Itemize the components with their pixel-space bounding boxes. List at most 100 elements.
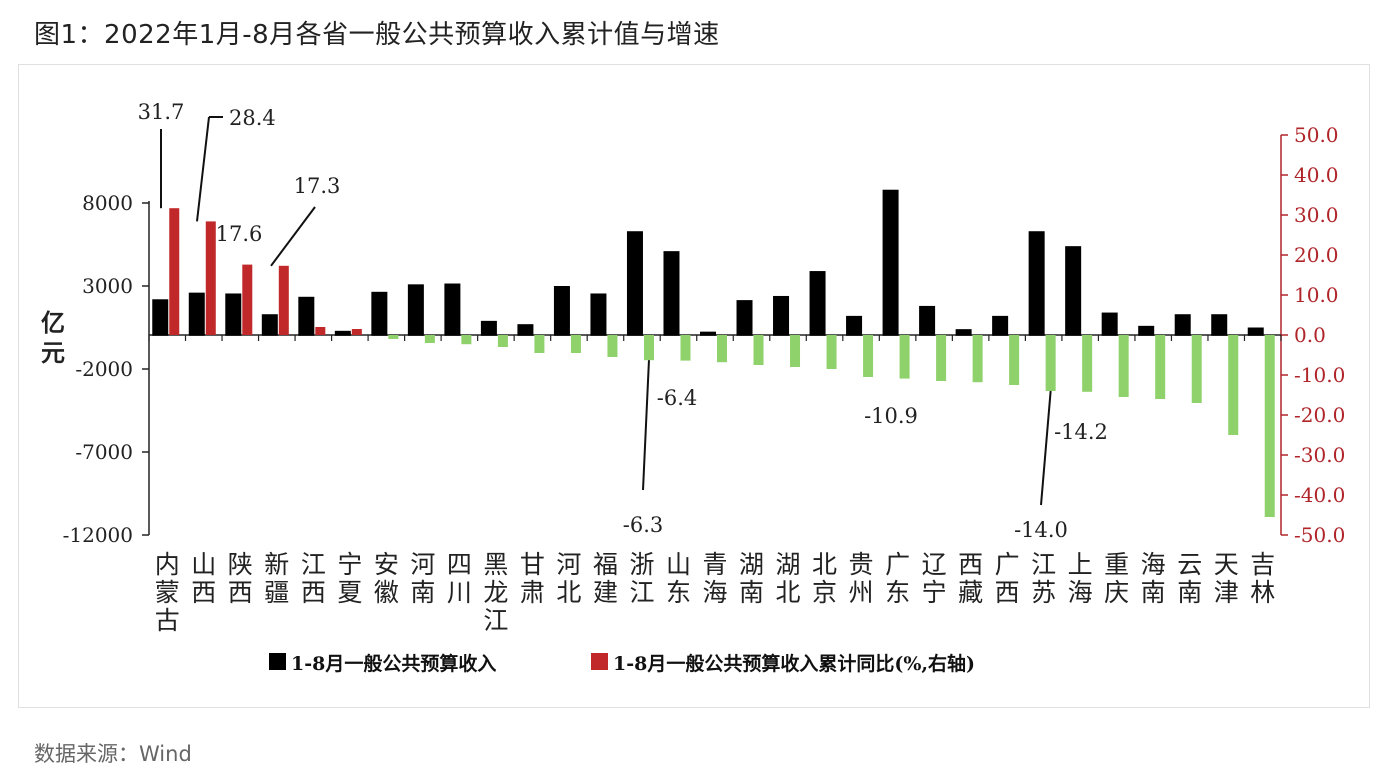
annotations-group: 31.7 28.4 17.6 17.3 -6.4 -6.3 -10.9 -14.2 -14.0 (138, 100, 1108, 542)
y-tick-label-right: 0.0 (1294, 323, 1326, 347)
x-tick-label: 安 (374, 550, 399, 579)
bar-chart: 8000 3000 -2000 -7000 -12000 亿元 50.0 40.0 30.0 20… (41, 100, 1345, 675)
x-tick-label: 浙 (629, 550, 654, 579)
bar-income (1065, 246, 1082, 336)
legend-swatch-growth (591, 653, 608, 670)
x-tick-label: 藏 (958, 578, 983, 607)
data-label: -14.2 (1054, 420, 1108, 444)
data-label: -6.4 (657, 386, 698, 410)
bar-income (444, 283, 461, 336)
y-tick-label-right: -20.0 (1294, 403, 1345, 427)
y-tick-label-left: 3000 (82, 274, 133, 298)
bar-growth (278, 265, 289, 335)
leader-line (1040, 390, 1052, 506)
x-tick-label: 天 (1214, 550, 1239, 579)
data-label: 31.7 (138, 100, 185, 124)
x-tick-label: 庆 (1104, 578, 1129, 607)
x-tick-label: 南 (739, 578, 764, 607)
bar-growth (1155, 335, 1166, 399)
leader-line (196, 116, 210, 222)
y-axis-title-char: 元 (41, 338, 65, 367)
bar-income (517, 324, 534, 336)
bar-income (298, 296, 315, 336)
y-tick-label-left: 8000 (82, 191, 133, 215)
bar-growth (351, 329, 362, 335)
bar-income (480, 320, 497, 336)
bar-income (809, 271, 826, 336)
bar-growth (936, 335, 947, 381)
bar-income (225, 293, 242, 336)
bar-growth (826, 335, 837, 369)
data-label: -6.3 (623, 513, 664, 537)
x-tick-label: 苏 (1031, 578, 1056, 607)
bar-income (626, 231, 643, 336)
bar-growth (753, 335, 764, 365)
x-tick-label: 河 (556, 550, 581, 579)
x-tick-label: 京 (812, 578, 837, 607)
bar-income (1101, 312, 1118, 336)
x-tick-label: 西 (228, 578, 253, 607)
x-tick-label: 龙 (483, 578, 508, 607)
bar-growth (461, 335, 472, 345)
x-tick-label: 贵 (849, 550, 874, 579)
legend-group: 1-8月一般公共预算收入 1-8月一般公共预算收入累计同比(%,右轴) (269, 652, 975, 675)
bar-income (334, 330, 351, 336)
x-tick-label: 河 (410, 550, 435, 579)
bar-growth (607, 335, 618, 357)
bar-income (407, 284, 424, 336)
x-tick-label: 湖 (776, 550, 801, 579)
x-tick-label: 黑 (483, 550, 508, 579)
bar-growth (863, 335, 874, 377)
y-tick-label-right: -50.0 (1294, 523, 1345, 547)
y-tick-label-right: -30.0 (1294, 443, 1345, 467)
x-tick-label: 新 (264, 550, 289, 579)
x-tick-label: 广 (885, 550, 910, 579)
bar-growth (570, 335, 581, 353)
bar-income (590, 293, 607, 336)
bar-growth (388, 335, 399, 339)
bar-growth (717, 335, 727, 363)
bar-income (553, 286, 570, 336)
bar-income (882, 189, 899, 336)
bar-growth (1191, 335, 1202, 403)
x-tick-label: 津 (1214, 578, 1239, 607)
data-label: -14.0 (1014, 518, 1068, 542)
x-tick-label: 疆 (264, 578, 289, 607)
x-tick-label: 北 (556, 578, 581, 607)
x-tick-label: 宁 (922, 578, 947, 607)
bar-growth (899, 335, 910, 379)
bar-income (261, 314, 278, 336)
bar-growth (1082, 335, 1093, 392)
y-tick-label-right: 40.0 (1294, 163, 1339, 187)
x-tick-label: 川 (447, 578, 472, 607)
x-tick-label: 东 (666, 578, 691, 607)
x-tick-label: 南 (1177, 578, 1202, 607)
x-tick-label: 陕 (228, 550, 253, 579)
x-tick-label: 宁 (337, 550, 362, 579)
x-tick-label: 江 (301, 550, 326, 579)
bar-income (1211, 314, 1228, 336)
bar-income (663, 251, 680, 336)
leader-line (642, 360, 650, 491)
x-tick-label: 山 (191, 550, 216, 579)
bar-income (846, 315, 863, 336)
x-tick-label: 徽 (374, 578, 399, 607)
y-tick-label-left: -2000 (75, 357, 133, 381)
x-tick-label: 海 (1068, 578, 1093, 607)
x-tick-label: 江 (629, 578, 654, 607)
bar-income (1174, 314, 1191, 336)
bar-income (1247, 327, 1264, 336)
y-tick-label-left: -12000 (63, 523, 133, 547)
bar-growth (1045, 335, 1056, 391)
bar-growth (1228, 335, 1239, 435)
bar-growth (790, 335, 801, 367)
x-tick-label: 四 (447, 550, 472, 579)
x-tick-label: 肃 (520, 578, 545, 607)
x-tick-label: 西 (995, 578, 1020, 607)
bar-income (955, 329, 972, 336)
x-tick-label: 福 (593, 550, 618, 579)
y-tick-label-right: 50.0 (1294, 123, 1339, 147)
x-tick-label: 云 (1177, 550, 1202, 579)
x-tick-label: 北 (812, 550, 837, 579)
x-tick-label: 甘 (520, 550, 545, 579)
